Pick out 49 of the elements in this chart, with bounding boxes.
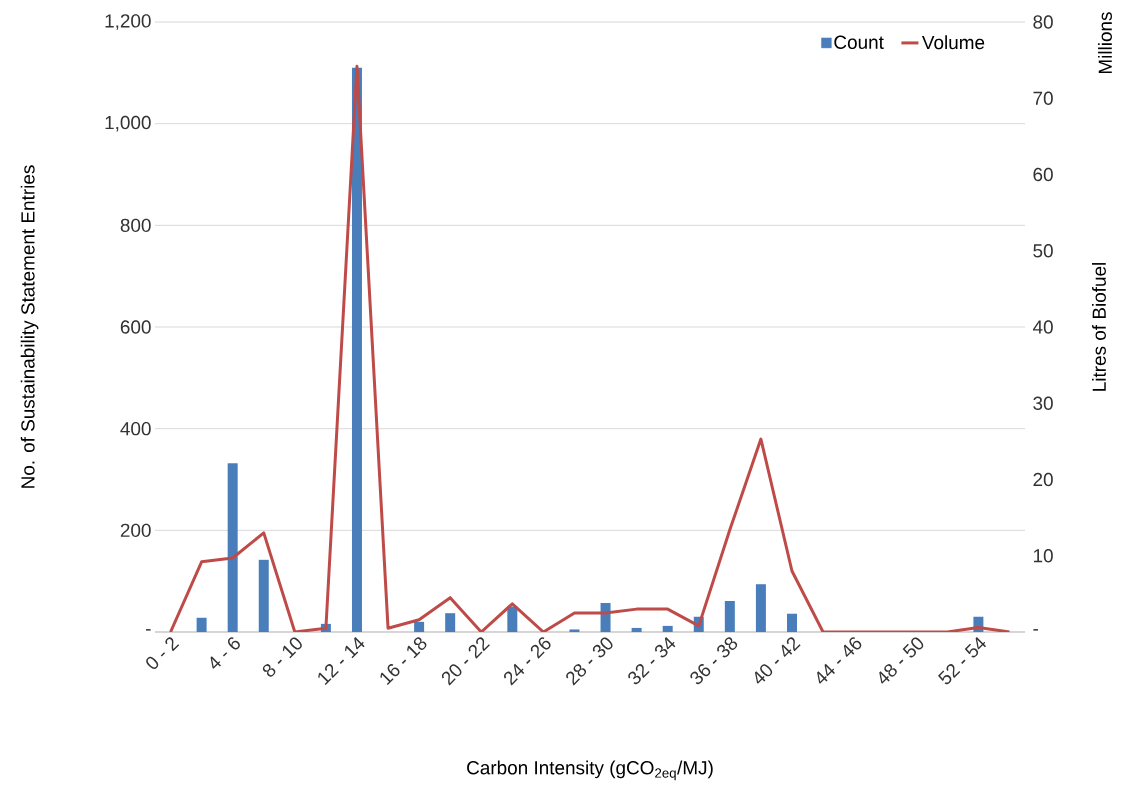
- y-tick-label: 1,000: [105, 115, 151, 132]
- y2-tick-label: 70: [1033, 91, 1053, 105]
- legend-label: Count: [834, 35, 884, 49]
- y2-tick-label: 20: [1033, 472, 1053, 487]
- bar: [227, 463, 238, 632]
- x-tick-label: 28 - 30: [566, 637, 613, 686]
- bar: [631, 627, 642, 632]
- y2-tick-label: -: [1033, 629, 1038, 631]
- y-tick-label: 800: [120, 218, 151, 233]
- legend-label: Volume: [921, 35, 985, 50]
- bar: [196, 617, 207, 632]
- y-tick-label: 1,200: [105, 14, 151, 30]
- y-tick-label: -: [146, 629, 151, 631]
- text: Millions: [1098, 12, 1112, 74]
- bar: [414, 621, 425, 632]
- y-axis-title: No. of Sustainability Statement Entries: [20, 165, 39, 488]
- y-tick-label: 200: [120, 523, 151, 538]
- x-tick-label: 40 - 42: [754, 637, 801, 684]
- bar: [755, 584, 766, 632]
- x-tick-label: 44 - 46: [817, 637, 862, 684]
- x-tick-label: 32 - 34: [628, 636, 676, 685]
- x-tick-label: 8 - 10: [262, 637, 302, 677]
- y-tick-label: 400: [120, 421, 151, 436]
- x-tick-label: 24 - 26: [504, 637, 551, 686]
- y2-tick-label: 60: [1033, 167, 1053, 182]
- bar: [662, 625, 673, 632]
- x-tick-label: 12 - 14: [318, 636, 365, 686]
- y2-tick-label: 80: [1033, 15, 1053, 29]
- bar: [569, 629, 580, 632]
- x-tick-label: 36 - 38: [690, 637, 738, 685]
- x-tick-label: 20 - 22: [441, 637, 490, 686]
- bar: [351, 67, 362, 632]
- y2-tick-label: 30: [1033, 396, 1053, 410]
- x-tick-label: 4 - 6: [210, 637, 240, 669]
- y2-tick-label: 50: [1033, 244, 1053, 258]
- bar: [786, 613, 797, 632]
- y-tick-label: 600: [120, 320, 151, 334]
- x-tick-label: 16 - 18: [380, 637, 427, 686]
- bar: [445, 613, 456, 632]
- bar: [724, 600, 735, 632]
- x-axis-title: Carbon Intensity (gCO$_{2eq}$/MJ): [467, 760, 713, 781]
- y2-axis-title: Litres of Biofuel: [1092, 263, 1106, 391]
- x-tick-label: 48 - 50: [879, 637, 924, 684]
- x-tick-label: 52 - 54: [937, 636, 987, 685]
- bar: [258, 559, 269, 632]
- x-tick-label: 0 - 2: [146, 637, 180, 669]
- y2-tick-label: 10: [1033, 549, 1053, 563]
- bar: [507, 606, 518, 632]
- y2-tick-label: 40: [1032, 320, 1053, 334]
